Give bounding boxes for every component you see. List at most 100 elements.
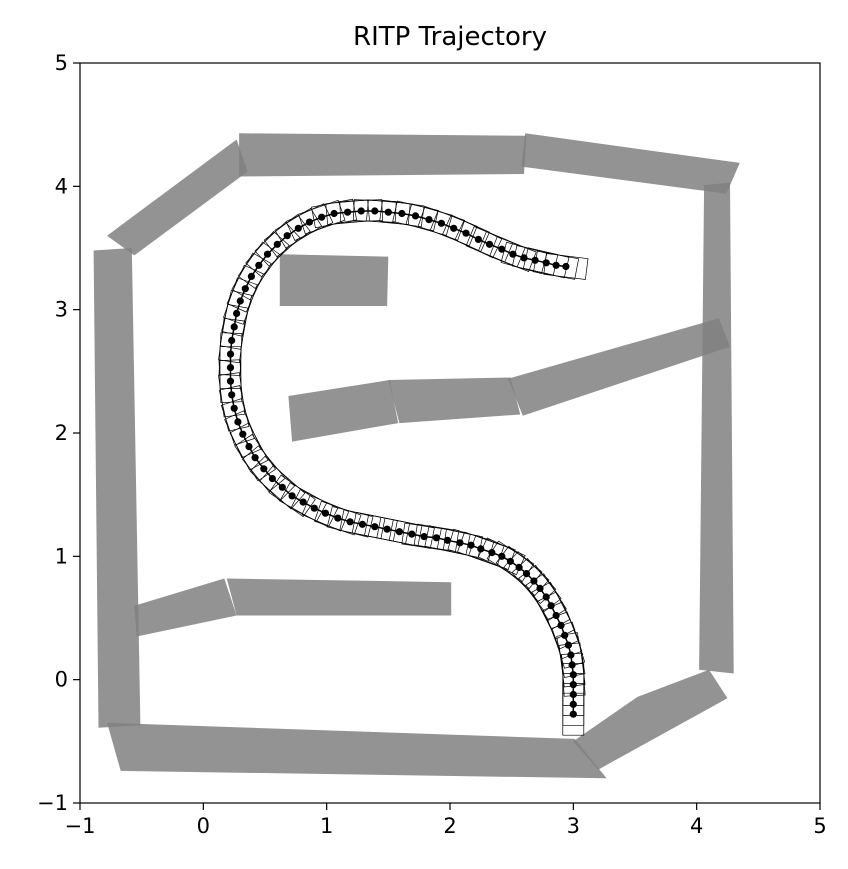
trajectory-point	[236, 297, 244, 305]
trajectory-point	[358, 520, 366, 528]
trajectory-point	[552, 611, 560, 620]
robot-footprint	[392, 200, 439, 232]
robot-footprint	[543, 253, 589, 280]
trajectory-point	[241, 285, 249, 293]
trajectory-point	[567, 651, 575, 659]
trajectory-point	[542, 259, 550, 267]
trajectory-point	[456, 539, 464, 547]
obstacle-5	[699, 182, 734, 674]
trajectory-point	[536, 584, 544, 593]
robot-footprint	[503, 551, 550, 596]
robot-footprint	[339, 199, 383, 223]
trajectory-point	[443, 536, 452, 544]
robot-footprint	[218, 332, 243, 376]
y-tick-label: 0	[55, 668, 68, 692]
trajectory-point	[569, 671, 577, 679]
trajectory-point	[564, 641, 573, 649]
robot-footprint	[424, 525, 471, 556]
robot-footprint	[379, 199, 425, 228]
trajectory-point	[226, 377, 235, 385]
trajectory-point	[371, 207, 379, 215]
robot-footprint	[511, 558, 557, 604]
robot-footprint	[454, 220, 503, 259]
trajectory-point	[344, 208, 352, 216]
robot-footprint	[551, 621, 586, 669]
trajectory-point	[398, 209, 406, 218]
robot-footprint	[413, 523, 460, 552]
trajectory-point	[498, 245, 506, 253]
robot-footprint	[218, 372, 246, 418]
x-tick-label: −1	[65, 814, 96, 838]
robot-footprint	[562, 663, 585, 706]
obstacle-11	[134, 578, 237, 637]
trajectory-point	[330, 209, 338, 218]
trajectory-point	[562, 262, 570, 271]
trajectory-point	[450, 224, 458, 232]
trajectory-point	[411, 212, 420, 220]
trajectory-point	[485, 240, 494, 248]
trajectory-point	[230, 404, 238, 412]
trajectory-point	[371, 523, 379, 531]
trajectory-point	[437, 219, 445, 227]
trajectory-point	[226, 364, 235, 372]
y-tick-label: 1	[55, 544, 68, 568]
robot-footprints-layer	[218, 198, 589, 736]
trajectory-point	[239, 430, 247, 438]
robot-footprint	[489, 236, 537, 272]
robot-footprint	[229, 422, 269, 471]
trajectory-point	[432, 534, 440, 542]
y-tick-label: 2	[55, 421, 68, 445]
y-axis: −1 0 1 2 3 4 5	[37, 51, 80, 815]
trajectory-point	[474, 235, 482, 243]
x-tick-label: 2	[443, 814, 456, 838]
trajectory-point	[334, 514, 342, 522]
robot-footprint	[558, 642, 586, 688]
trajectory-point	[569, 710, 577, 718]
robot-footprint	[339, 509, 386, 540]
y-tick-label: 5	[55, 51, 68, 75]
trajectory-point	[384, 208, 392, 216]
trajectory-point	[255, 261, 263, 269]
obstacle-10	[508, 318, 730, 416]
robot-footprint	[447, 528, 495, 562]
trajectory-point	[509, 250, 517, 258]
trajectory-point	[228, 336, 236, 345]
obstacle-4	[521, 133, 740, 194]
obstacle-9	[388, 377, 521, 424]
trajectory-point	[467, 541, 475, 549]
robot-footprint	[533, 250, 580, 280]
trajectory-point	[542, 593, 550, 601]
trajectory-point	[230, 323, 238, 331]
obstacle-7	[279, 254, 389, 306]
x-axis: −1 0 1 2 3 4 5	[65, 803, 827, 838]
trajectory-point	[247, 272, 255, 280]
trajectory-point	[346, 518, 354, 526]
robot-footprint	[522, 247, 570, 279]
robot-footprint	[241, 445, 286, 493]
trajectory-point	[321, 509, 329, 517]
trajectory-point	[278, 483, 286, 491]
trajectory-point	[318, 213, 326, 221]
robot-footprint	[495, 545, 543, 589]
y-tick-label: 3	[55, 298, 68, 322]
obstacle-0	[93, 248, 141, 728]
obstacle-8	[288, 380, 399, 442]
trajectory-point	[477, 545, 485, 553]
trajectory-point	[395, 528, 403, 536]
trajectory-point	[515, 563, 523, 572]
trajectory-point	[530, 577, 538, 585]
trajectory-point	[357, 207, 365, 215]
trajectory-point	[520, 254, 528, 262]
obstacle-3	[239, 133, 527, 177]
trajectory-point	[283, 232, 291, 240]
trajectory-point	[288, 492, 296, 500]
robot-footprint	[405, 203, 453, 236]
trajectory-point	[569, 690, 577, 699]
trajectory-point	[273, 240, 281, 248]
obstacle-6	[573, 669, 728, 770]
robot-footprint	[556, 632, 586, 678]
trajectory-point	[299, 498, 307, 506]
trajectory-point	[557, 621, 565, 630]
trajectory-point	[462, 229, 470, 237]
robot-footprint	[547, 611, 583, 660]
